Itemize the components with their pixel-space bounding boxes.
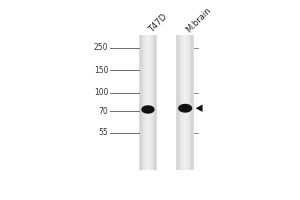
Bar — [139, 35, 157, 170]
Bar — [146, 35, 150, 170]
Text: M.brain: M.brain — [184, 6, 213, 35]
Bar — [183, 35, 187, 170]
Ellipse shape — [178, 104, 192, 113]
Bar — [143, 35, 153, 170]
Text: T47D: T47D — [147, 13, 169, 35]
Bar — [180, 35, 190, 170]
Text: 150: 150 — [94, 66, 108, 75]
Polygon shape — [196, 105, 202, 112]
Text: 55: 55 — [99, 128, 108, 137]
Text: 100: 100 — [94, 88, 108, 97]
Ellipse shape — [141, 105, 155, 114]
Text: 70: 70 — [99, 107, 108, 116]
Text: 250: 250 — [94, 43, 108, 52]
Bar — [176, 35, 194, 170]
